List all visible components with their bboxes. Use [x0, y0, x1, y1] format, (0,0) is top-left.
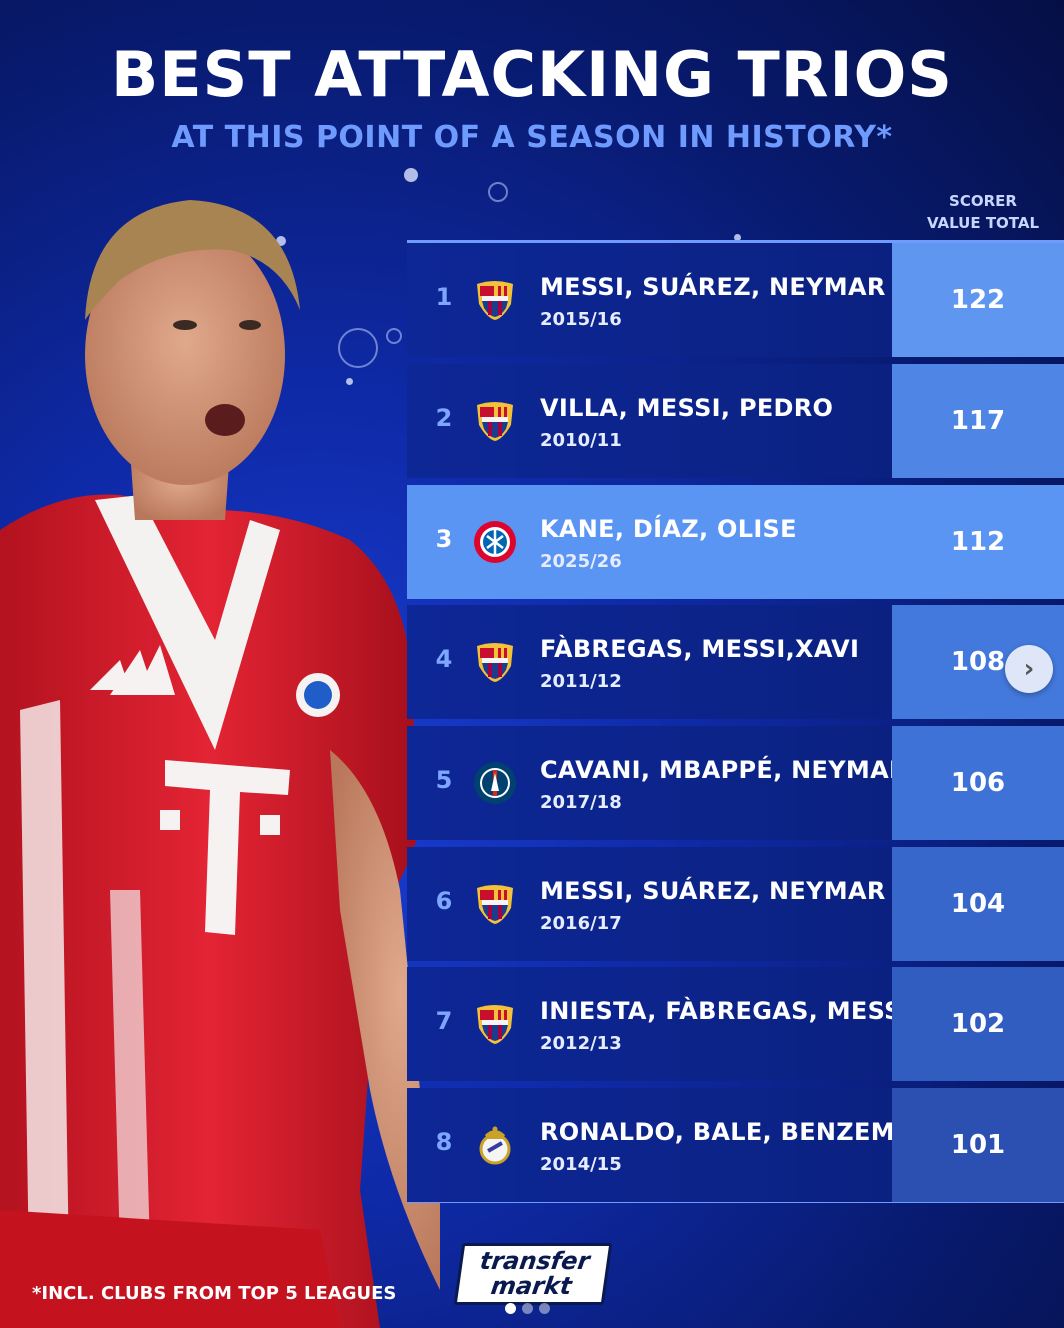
fc-barcelona-crest-icon	[473, 1002, 517, 1046]
psg-crest-icon	[473, 761, 517, 805]
rank-number: 6	[435, 887, 453, 915]
table-row: 2 VILLA, MESSI, PEDRO 2010/11 117	[407, 364, 1064, 478]
table-row: 7 INIESTA, FÀBREGAS, MESSI 2012/13 102	[407, 967, 1064, 1081]
scorer-value: 102	[892, 967, 1064, 1081]
fc-barcelona-crest-icon	[473, 399, 517, 443]
carousel-pager	[505, 1303, 550, 1314]
season-label: 2014/15	[540, 1154, 622, 1175]
next-slide-button[interactable]: ›	[1005, 645, 1053, 693]
rank-number: 8	[435, 1128, 453, 1156]
trio-names: FÀBREGAS, MESSI,XAVI	[540, 635, 860, 663]
rank-number: 4	[435, 645, 453, 673]
rank-number: 1	[435, 283, 453, 311]
decorative-bubble	[488, 182, 508, 202]
trio-names: MESSI, SUÁREZ, NEYMAR	[540, 273, 886, 301]
page-subtitle: AT THIS POINT OF A SEASON IN HISTORY*	[171, 120, 893, 155]
pager-dot[interactable]	[539, 1303, 550, 1314]
scorer-value: 101	[892, 1088, 1064, 1202]
pager-dot[interactable]	[522, 1303, 533, 1314]
decorative-dot	[404, 168, 418, 182]
scorer-value: 117	[892, 364, 1064, 478]
column-header-line1: SCORER	[949, 192, 1017, 210]
table-row: 8 RONALDO, BALE, BENZEMA 2014/15 101	[407, 1088, 1064, 1202]
trio-names: MESSI, SUÁREZ, NEYMAR	[540, 877, 886, 905]
player-photo	[0, 200, 440, 1328]
trio-names: KANE, DÍAZ, OLISE	[540, 515, 797, 543]
trio-names: INIESTA, FÀBREGAS, MESSI	[540, 997, 911, 1025]
table-row: 3 KANE, DÍAZ, OLISE 2025/26 112	[407, 485, 1064, 599]
trio-names: VILLA, MESSI, PEDRO	[540, 394, 834, 422]
column-header-line2: VALUE TOTAL	[926, 214, 1040, 232]
pager-dot[interactable]	[505, 1303, 516, 1314]
rank-number: 5	[435, 766, 453, 794]
decorative-dot	[734, 234, 741, 241]
logo-line1: transfer	[478, 1247, 592, 1275]
decorative-bubble	[386, 328, 402, 344]
logo-line2: markt	[489, 1272, 574, 1300]
page-title: BEST ATTACKING TRIOS	[111, 38, 953, 111]
fc-bayern-crest-icon	[473, 520, 517, 564]
scorer-value-total-header: SCORER VALUE TOTAL	[905, 190, 1061, 234]
season-label: 2017/18	[540, 792, 622, 813]
footnote: *INCL. CLUBS FROM TOP 5 LEAGUES	[32, 1283, 397, 1304]
season-label: 2015/16	[540, 309, 622, 330]
fc-barcelona-crest-icon	[473, 640, 517, 684]
table-row: 5 CAVANI, MBAPPÉ, NEYMAR 2017/18 106	[407, 726, 1064, 840]
rank-number: 3	[435, 525, 453, 553]
transfermarkt-logo: transfer markt	[453, 1243, 613, 1305]
season-label: 2011/12	[540, 671, 622, 692]
ranking-table: 1 MESSI, SUÁREZ, NEYMAR 2015/16 122 2 VILLA, …	[407, 240, 1064, 1203]
table-row: 6 MESSI, SUÁREZ, NEYMAR 2016/17 104	[407, 847, 1064, 961]
season-label: 2025/26	[540, 551, 622, 572]
fc-barcelona-crest-icon	[473, 882, 517, 926]
season-label: 2012/13	[540, 1033, 622, 1054]
table-row: 4 FÀBREGAS, MESSI,XAVI 2011/12 108	[407, 605, 1064, 719]
season-label: 2010/11	[540, 430, 622, 451]
trio-names: CAVANI, MBAPPÉ, NEYMAR	[540, 756, 908, 784]
season-label: 2016/17	[540, 913, 622, 934]
real-madrid-crest-icon	[473, 1123, 517, 1167]
scorer-value: 104	[892, 847, 1064, 961]
rank-number: 7	[435, 1007, 453, 1035]
rank-number: 2	[435, 404, 453, 432]
scorer-value: 112	[892, 485, 1064, 599]
scorer-value: 122	[892, 243, 1064, 357]
chevron-right-icon: ›	[1023, 654, 1035, 684]
scorer-value: 106	[892, 726, 1064, 840]
decorative-bubble	[338, 328, 378, 368]
decorative-dot	[346, 378, 353, 385]
fc-barcelona-crest-icon	[473, 278, 517, 322]
trio-names: RONALDO, BALE, BENZEMA	[540, 1118, 914, 1146]
decorative-dot	[276, 236, 286, 246]
table-row: 1 MESSI, SUÁREZ, NEYMAR 2015/16 122	[407, 243, 1064, 357]
